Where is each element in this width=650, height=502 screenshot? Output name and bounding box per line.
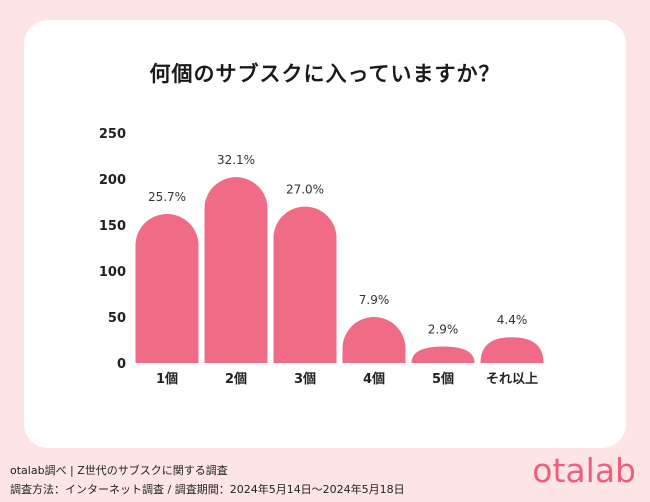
- bar: [135, 213, 199, 363]
- y-tick-label: 250: [99, 127, 126, 142]
- y-tick-label: 100: [99, 265, 126, 280]
- x-tick-label: 5個: [432, 371, 454, 387]
- data-label: 25.7%: [148, 190, 186, 204]
- data-label: 7.9%: [359, 293, 390, 307]
- bar: [273, 206, 337, 363]
- x-tick-label: 2個: [225, 371, 247, 387]
- y-tick-label: 50: [108, 311, 126, 326]
- x-tick-label: 1個: [156, 371, 178, 387]
- bar-chart: 0 50 100 150 200 250 25.7% 32.1% 27.0% 7.9% 2.9% 4…: [99, 127, 544, 387]
- bar: [480, 337, 544, 363]
- chart-title: 何個のサブスクに入っていますか？: [149, 62, 501, 86]
- data-label: 27.0%: [286, 183, 324, 197]
- source-note: otalab調べ | Z世代のサブスクに関する調査: [10, 464, 228, 477]
- data-label: 32.1%: [217, 153, 255, 167]
- y-tick-label: 200: [99, 173, 126, 188]
- data-label: 2.9%: [428, 322, 459, 336]
- x-tick-label: 3個: [294, 371, 316, 387]
- y-tick-label: 150: [99, 219, 126, 234]
- data-label: 4.4%: [497, 313, 528, 327]
- x-tick-label: 4個: [363, 371, 385, 387]
- bar: [342, 317, 406, 363]
- bar: [411, 346, 475, 363]
- otalab-logo: otalab: [532, 451, 636, 490]
- y-tick-label: 0: [117, 357, 126, 372]
- x-tick-label: それ以上: [486, 372, 538, 387]
- method-note: 調査方法：インターネット調査 / 調査期間：2024年5月14日〜2024年5月…: [10, 483, 405, 496]
- bar: [204, 177, 268, 363]
